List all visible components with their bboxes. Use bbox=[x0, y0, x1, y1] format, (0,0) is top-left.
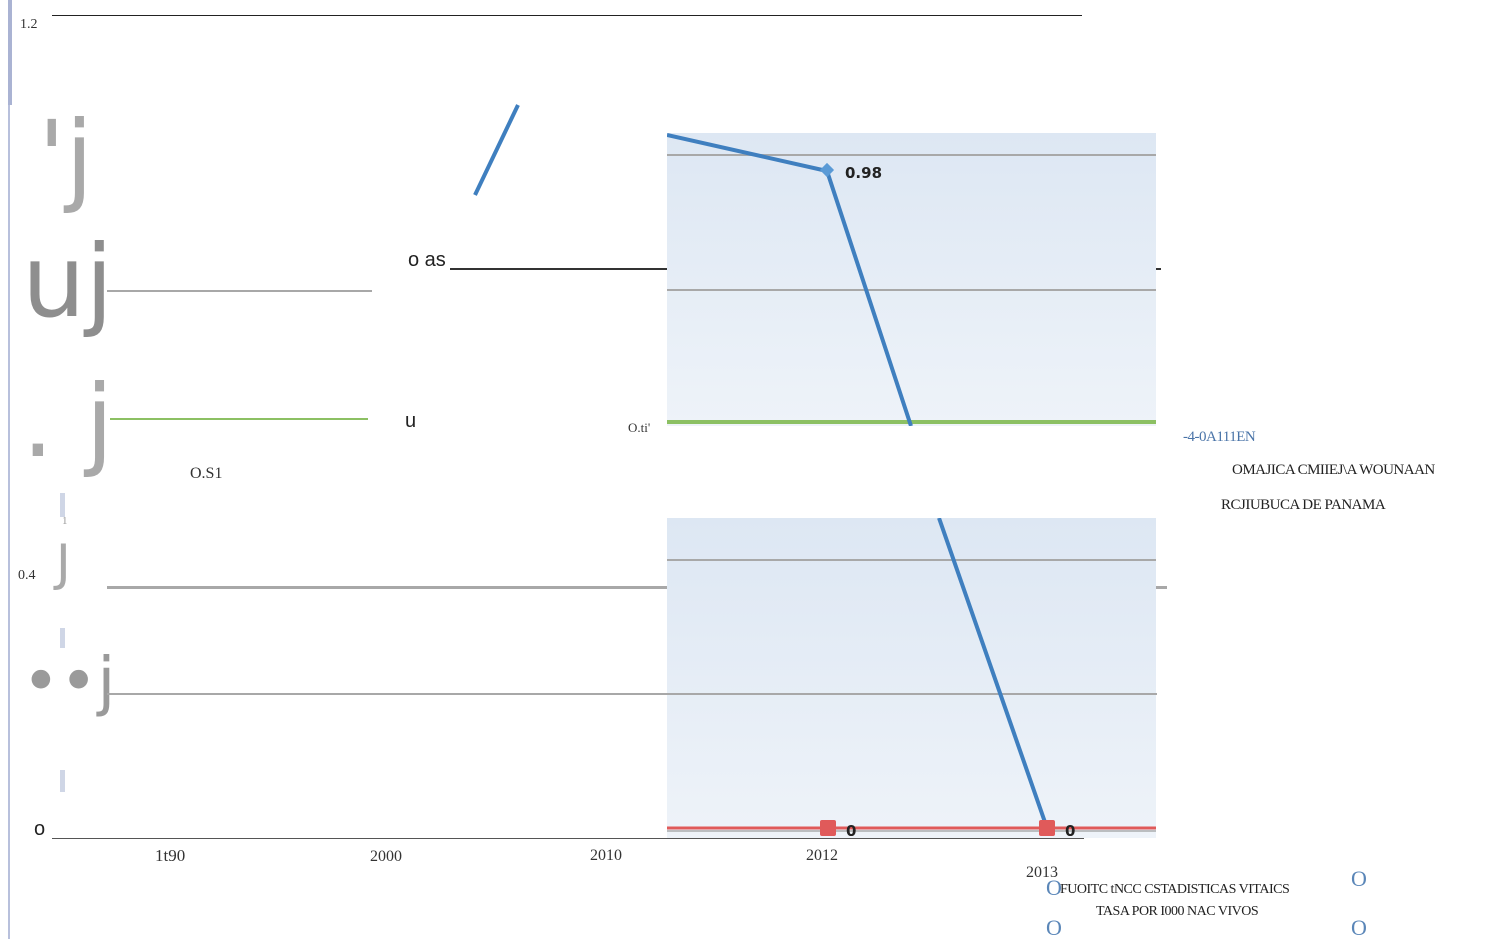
glyph-5: ••j bbox=[22, 645, 116, 719]
panel-top-data-label: 0.98 bbox=[845, 164, 882, 182]
footer-o-mark-3: O bbox=[1046, 915, 1062, 940]
faint-tick-2 bbox=[60, 628, 65, 648]
panel-bottom-label-2013: 0 bbox=[1065, 822, 1075, 838]
faint-tick-1 bbox=[60, 493, 65, 517]
top-gridline bbox=[52, 15, 1082, 16]
panel-top-blue-marker bbox=[819, 162, 835, 178]
panel-bottom-red-marker-2013 bbox=[1039, 820, 1055, 836]
left-border-rule bbox=[8, 0, 10, 939]
left-border-accent bbox=[8, 0, 12, 105]
legend-line-1: -4-0A111EN bbox=[1183, 429, 1256, 445]
panel-bottom-red-marker-2012 bbox=[820, 820, 836, 836]
glyph-4: J bbox=[56, 534, 71, 592]
gridline-long-gray-2 bbox=[107, 693, 1157, 695]
chart-panel-top: 0.98 bbox=[667, 133, 1156, 426]
stray-label-oti: O.ti' bbox=[628, 420, 651, 435]
glyph-3: . j bbox=[22, 363, 114, 480]
footer-unit: TASA POR I000 NAC VIVOS bbox=[1096, 904, 1259, 919]
footer-o-mark-4: O bbox=[1351, 915, 1367, 940]
faint-tick-3 bbox=[60, 770, 65, 792]
footer-o-mark-2: O bbox=[1351, 866, 1367, 891]
gridline-left-green bbox=[110, 418, 368, 420]
x-axis-line bbox=[52, 838, 1084, 839]
stray-blue-stroke bbox=[473, 104, 520, 196]
chart-panel-bottom-svg: 0 0 bbox=[667, 518, 1156, 838]
x-tick-label-3: 2010 bbox=[590, 847, 622, 864]
panel-bottom-blue-series bbox=[937, 518, 1049, 829]
gridline-long-gray-1 bbox=[107, 586, 1167, 589]
stray-label-u: u bbox=[405, 410, 417, 432]
chart-panel-top-svg: 0.98 bbox=[667, 133, 1156, 426]
x-tick-label-2: 2000 bbox=[370, 848, 402, 865]
y-tick-label-0-4: 0.4 bbox=[18, 568, 36, 583]
y-tick-label-0: o bbox=[34, 818, 46, 840]
chart-panel-bottom: 0 0 bbox=[667, 518, 1156, 838]
legend-line-3: RCJIUBUCA DE PANAMA bbox=[1221, 497, 1386, 513]
stray-label-oas: o as bbox=[408, 249, 446, 271]
stray-label-os1: O.S1 bbox=[190, 465, 223, 482]
panel-bottom-label-2012: 0 bbox=[846, 822, 856, 838]
stray-label-one: 1 bbox=[62, 515, 68, 527]
glyph-2: uj bbox=[22, 223, 114, 340]
footer-source: FUOITC tNCC CSTADISTICAS VITAICS bbox=[1060, 882, 1290, 897]
glyph-1: 'j bbox=[38, 99, 94, 216]
x-tick-label-4: 2012 bbox=[806, 847, 838, 864]
gridline-left-gray bbox=[107, 290, 372, 292]
legend-line-2: OMAJICA CMIIEJ\A WOUNAAN bbox=[1232, 462, 1435, 478]
footer-o-mark-1: O bbox=[1046, 875, 1062, 900]
y-tick-label-1-2: 1.2 bbox=[20, 17, 38, 32]
x-tick-label-1: 1t90 bbox=[155, 846, 186, 865]
x-tick-label-5: 2013 bbox=[1026, 864, 1058, 881]
